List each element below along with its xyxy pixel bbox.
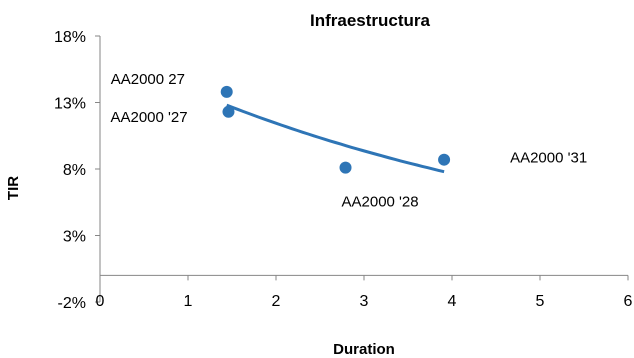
data-point <box>220 85 233 98</box>
data-point <box>339 161 352 174</box>
data-point-label: AA2000 27 <box>111 71 185 88</box>
axes <box>95 35 629 303</box>
tick-labels: -2% 3% 8% 13% 18% 0 1 2 3 4 5 6 <box>54 29 633 312</box>
data-point-label: AA2000 '31 <box>510 150 587 167</box>
y-tick-label: -2% <box>58 295 86 312</box>
trendline <box>226 103 445 174</box>
chart-title: Infraestructura <box>310 11 431 30</box>
data-point <box>222 105 235 118</box>
x-tick-label: 3 <box>360 293 369 310</box>
x-tick-label: 4 <box>448 293 457 310</box>
x-tick-label: 5 <box>536 293 545 310</box>
y-axis-title: TIR <box>5 176 22 200</box>
x-tick-label: 2 <box>272 293 281 310</box>
data-points-layer <box>220 85 451 174</box>
data-point-label: AA2000 '27 <box>110 109 187 126</box>
point-labels-layer: AA2000 27 AA2000 '27 AA2000 '28 AA2000 '31 <box>110 71 587 211</box>
y-tick-label: 3% <box>63 229 86 246</box>
y-tick-label: 8% <box>63 162 86 179</box>
y-tick-label: 13% <box>54 96 86 113</box>
x-tick-label: 0 <box>96 293 105 310</box>
data-point <box>438 153 451 166</box>
x-axis-title: Duration <box>333 341 395 358</box>
x-tick-label: 6 <box>624 293 633 310</box>
x-tick-label: 1 <box>184 293 193 310</box>
y-tick-label: 18% <box>54 29 86 46</box>
data-point-label: AA2000 '28 <box>342 194 419 211</box>
trendline-layer <box>226 103 445 174</box>
